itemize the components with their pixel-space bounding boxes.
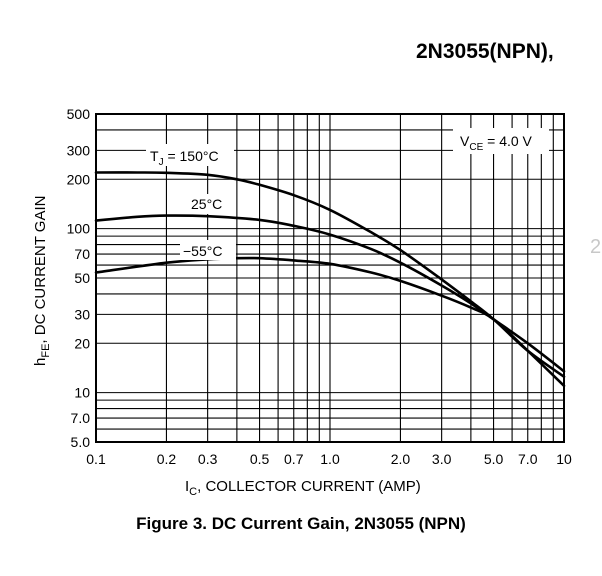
y-axis-title: hFE, DC CURRENT GAIN	[32, 196, 52, 366]
series-label-25c: 25°C	[191, 196, 222, 212]
y-tick-label: 7.0	[71, 410, 91, 426]
x-tick-labels: 0.1 0.2 0.3 0.5 0.7 1.0 2.0 3.0 5.0 7.0 10	[86, 451, 572, 467]
x-tick-label: 0.3	[198, 451, 218, 467]
adjacent-page-fragment: 2	[590, 236, 602, 258]
x-tick-label: 10	[556, 451, 572, 467]
x-tick-label: 2.0	[391, 451, 411, 467]
figure-caption: Figure 3. DC Current Gain, 2N3055 (NPN)	[136, 514, 466, 533]
condition-label-bg	[453, 128, 549, 154]
y-tick-label: 5.0	[71, 434, 91, 450]
x-tick-label: 0.7	[284, 451, 304, 467]
series-label-25-bg	[188, 194, 232, 214]
x-tick-label: 7.0	[518, 451, 538, 467]
y-tick-label: 50	[74, 270, 90, 286]
x-tick-label: 0.5	[250, 451, 270, 467]
x-tick-label: 3.0	[432, 451, 452, 467]
y-tick-label: 100	[67, 221, 91, 237]
y-tick-label: 20	[74, 335, 90, 351]
plot-frame	[95, 113, 565, 443]
y-tick-labels: 5.0 7.0 10 20 30 50 70 100 200 300 500	[67, 106, 91, 450]
x-tick-label: 1.0	[320, 451, 340, 467]
y-tick-label: 70	[74, 246, 90, 262]
series-label-150-bg	[146, 144, 234, 166]
y-tick-label: 10	[74, 385, 90, 401]
y-tick-label: 200	[67, 171, 91, 187]
x-tick-label: 0.1	[86, 451, 106, 467]
x-axis-title: IC, COLLECTOR CURRENT (AMP)	[185, 478, 421, 498]
series-label-minus55c: −55°C	[183, 243, 222, 259]
y-tick-label: 500	[67, 106, 91, 122]
y-tick-label: 300	[67, 142, 91, 158]
y-tick-label: 30	[74, 306, 90, 322]
series-label-150c: TJ = 150°C	[150, 148, 219, 168]
condition-label: VCE = 4.0 V	[460, 133, 533, 153]
x-tick-label: 5.0	[484, 451, 504, 467]
page-header-title: 2N3055(NPN),	[416, 40, 554, 63]
x-tick-label: 0.2	[157, 451, 177, 467]
series-label-55-bg	[180, 240, 236, 260]
